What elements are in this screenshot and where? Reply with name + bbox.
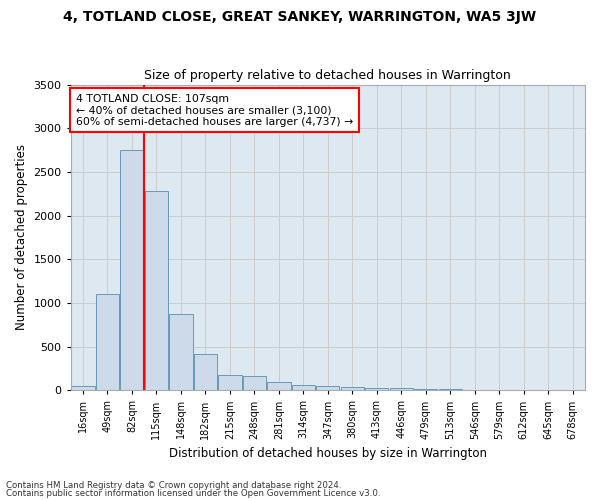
Bar — [316, 386, 340, 390]
Bar — [218, 376, 242, 390]
Bar — [414, 389, 437, 390]
Bar — [243, 376, 266, 390]
Title: Size of property relative to detached houses in Warrington: Size of property relative to detached ho… — [145, 69, 511, 82]
Bar — [121, 150, 143, 390]
Text: 4, TOTLAND CLOSE, GREAT SANKEY, WARRINGTON, WA5 3JW: 4, TOTLAND CLOSE, GREAT SANKEY, WARRINGT… — [64, 10, 536, 24]
Text: 4 TOTLAND CLOSE: 107sqm
← 40% of detached houses are smaller (3,100)
60% of semi: 4 TOTLAND CLOSE: 107sqm ← 40% of detache… — [76, 94, 353, 127]
Bar — [341, 387, 364, 390]
Bar — [389, 388, 413, 390]
Bar — [365, 388, 388, 390]
Text: Contains HM Land Registry data © Crown copyright and database right 2024.: Contains HM Land Registry data © Crown c… — [6, 481, 341, 490]
Text: Contains public sector information licensed under the Open Government Licence v3: Contains public sector information licen… — [6, 488, 380, 498]
Bar — [267, 382, 290, 390]
Bar — [145, 191, 168, 390]
Bar — [194, 354, 217, 391]
Y-axis label: Number of detached properties: Number of detached properties — [15, 144, 28, 330]
Bar — [292, 385, 315, 390]
Bar — [71, 386, 95, 390]
Bar — [96, 294, 119, 390]
Bar — [169, 314, 193, 390]
X-axis label: Distribution of detached houses by size in Warrington: Distribution of detached houses by size … — [169, 447, 487, 460]
